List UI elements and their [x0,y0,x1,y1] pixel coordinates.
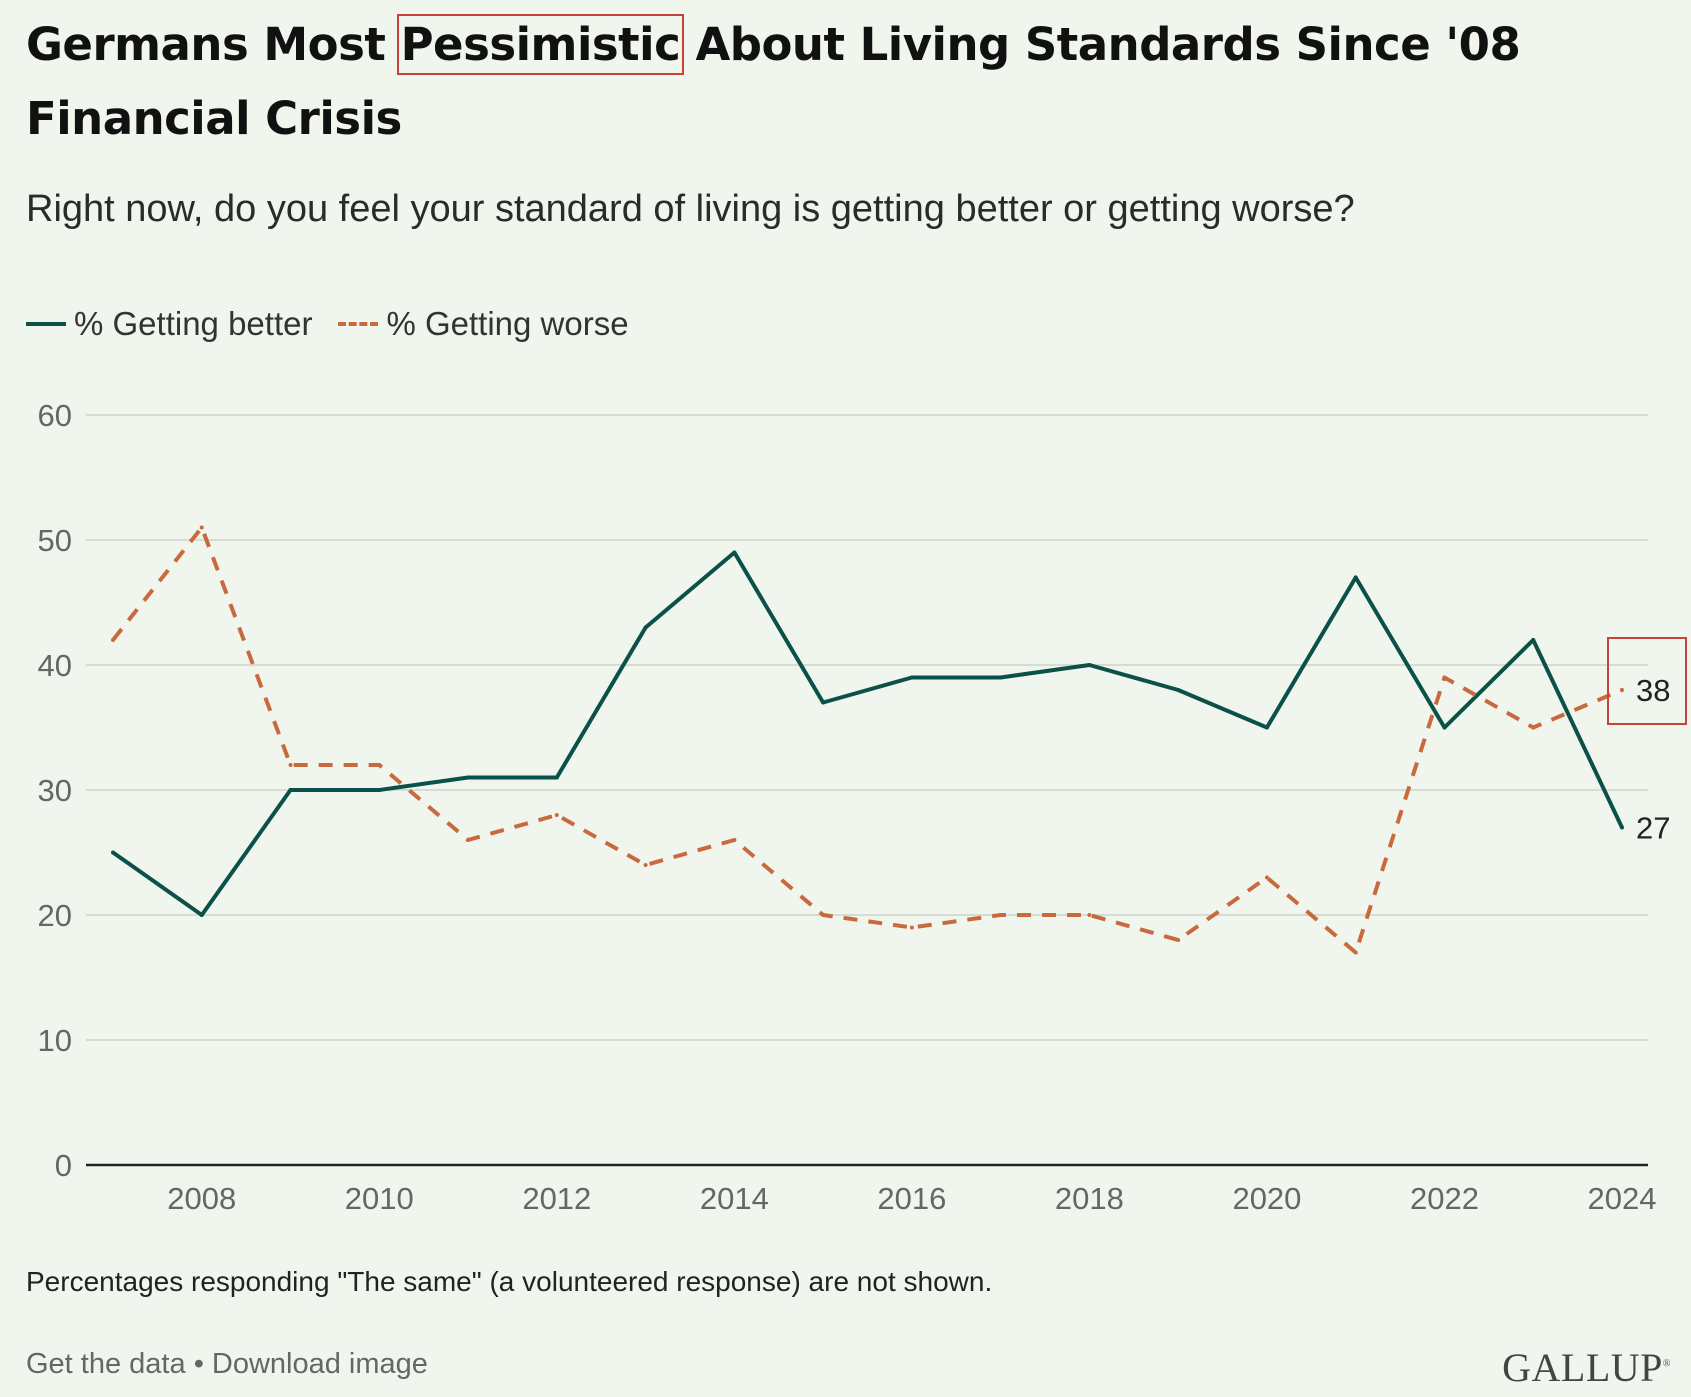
chart-subtitle: Right now, do you feel your standard of … [26,188,1355,230]
x-tick-label-2018: 2018 [1055,1181,1124,1216]
x-tick-label-2016: 2016 [877,1181,946,1216]
legend-dashed-line-icon [338,322,379,326]
y-tick-label-40: 40 [38,648,72,683]
y-tick-label-50: 50 [38,523,72,558]
y-tick-label-30: 30 [38,773,72,808]
x-tick-label-2024: 2024 [1588,1181,1657,1216]
data-point-better-2016 [909,675,914,680]
brand-wordmark: GALLUP [1502,1345,1663,1390]
y-tick-label-60: 60 [38,398,72,433]
data-point-worse-2009 [288,763,293,767]
series-line-better [111,550,1624,917]
title-prefix: Germans Most [26,18,401,71]
data-point-better-2020 [1264,725,1269,730]
y-tick-label-10: 10 [38,1023,72,1058]
data-point-worse-2007 [111,638,115,642]
data-point-better-2017 [998,675,1003,680]
end-label-worse: 38 [1636,673,1670,708]
data-point-better-2018 [1087,663,1092,667]
series-line-worse [111,525,1623,955]
data-point-worse-2020 [1264,875,1269,880]
data-point-worse-2010 [377,763,382,767]
legend-solid-line-icon [26,322,66,326]
y-tick-label-0: 0 [55,1148,72,1183]
data-point-worse-2015 [821,913,826,917]
data-point-better-2014 [732,550,737,555]
download-image-link[interactable]: Download image [211,1348,428,1380]
data-point-worse-2021 [1353,950,1358,955]
x-tick-label-2012: 2012 [522,1181,591,1216]
x-tick-label-2022: 2022 [1410,1181,1479,1216]
data-point-worse-2018 [1087,913,1092,917]
data-point-better-2009 [288,788,293,792]
data-point-worse-2019 [1176,938,1181,942]
data-point-worse-2013 [643,863,648,867]
legend-item-worse: % Getting worse [338,305,629,343]
x-tick-label-2014: 2014 [700,1181,769,1216]
data-point-better-2023 [1531,638,1536,642]
data-point-better-2011 [466,775,471,780]
data-point-worse-2008 [199,525,204,530]
data-point-better-2012 [554,775,559,780]
line-chart: 0 10 20 30 40 50 60 2008 2010 2012 2014 2016 2018 202… [38,398,1687,1216]
data-point-better-2024 [1620,825,1624,830]
data-point-worse-2024 [1620,688,1624,692]
data-point-better-2021 [1353,575,1358,580]
data-point-better-2010 [377,788,382,792]
x-tick-label-2010: 2010 [345,1181,414,1216]
data-point-worse-2017 [998,913,1003,917]
data-point-better-2007 [111,850,115,855]
data-point-worse-2016 [909,925,914,930]
data-point-better-2008 [199,913,204,917]
data-point-better-2022 [1442,725,1447,730]
data-point-better-2015 [821,700,826,705]
x-tick-label-2008: 2008 [167,1181,236,1216]
y-tick-label-20: 20 [38,898,72,933]
legend-label-worse: % Getting worse [386,305,629,342]
data-point-worse-2022 [1442,675,1447,680]
title-highlight: Pessimistic [396,14,685,75]
end-label-better: 27 [1636,811,1670,846]
end-label-highlight-box [1607,637,1687,725]
data-point-worse-2012 [554,813,559,817]
x-tick-label-2020: 2020 [1232,1181,1301,1216]
legend-label-better: % Getting better [74,305,313,342]
data-point-worse-2011 [466,838,471,842]
legend-item-better: % Getting better [26,305,312,343]
legend: % Getting better % Getting worse [26,302,655,346]
data-point-better-2019 [1176,688,1181,692]
footnote: Percentages responding "The same" (a vol… [26,1266,993,1297]
links-separator: • [193,1348,204,1380]
data-point-worse-2023 [1531,725,1536,730]
gallup-logo: GALLUP® [1502,1345,1671,1390]
data-point-better-2013 [643,625,648,630]
title-suffix: About Living Standards Since '08 Financi… [26,18,1521,145]
chart-links: Get the data • Download image [26,1348,428,1381]
chart-title: Germans Most Pessimistic About Living St… [26,8,1676,156]
data-point-worse-2014 [732,838,737,842]
get-data-link[interactable]: Get the data [26,1348,186,1380]
